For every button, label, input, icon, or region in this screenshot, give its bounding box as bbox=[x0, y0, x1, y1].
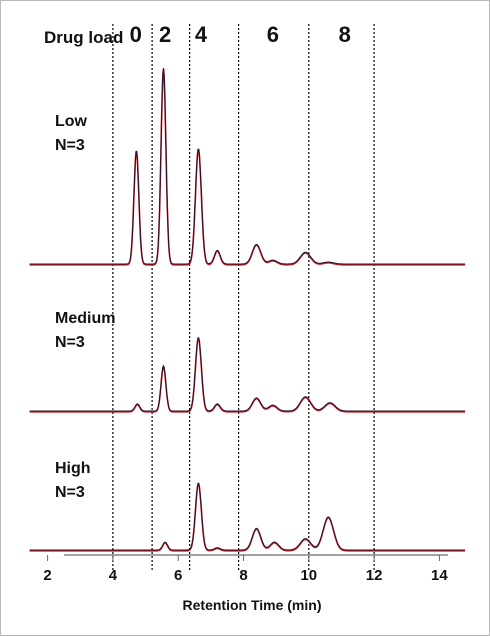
x-tick-label-4: 4 bbox=[109, 567, 118, 584]
x-tick-label-14: 14 bbox=[431, 567, 448, 584]
x-tick-label-12: 12 bbox=[366, 567, 383, 584]
x-axis: 2 4 6 8 10 12 14 bbox=[43, 554, 448, 584]
trace-dark-high bbox=[29, 482, 466, 551]
x-axis-title: Retention Time (min) bbox=[183, 597, 322, 613]
drug-load-boundaries bbox=[112, 24, 375, 570]
x-tick-label-6: 6 bbox=[174, 567, 182, 584]
drug-load-value-4: 4 bbox=[195, 22, 208, 47]
panel-label-low: Low bbox=[55, 113, 88, 130]
x-tick-label-10: 10 bbox=[300, 567, 317, 584]
panel-n-medium: N=3 bbox=[55, 334, 85, 351]
panel-n-low: N=3 bbox=[55, 137, 85, 154]
trace-red-high bbox=[29, 483, 466, 552]
x-tick-label-8: 8 bbox=[239, 567, 247, 584]
drug-load-value-2: 2 bbox=[159, 22, 171, 47]
chromatogram-traces bbox=[29, 67, 466, 552]
panel-n-high: N=3 bbox=[55, 484, 85, 501]
trace-dark-low bbox=[29, 67, 466, 265]
panel-label-medium: Medium bbox=[55, 310, 115, 327]
drug-load-label: Drug load bbox=[44, 28, 123, 47]
x-tick-label-2: 2 bbox=[43, 567, 51, 584]
drug-load-value-8: 8 bbox=[339, 22, 351, 47]
panel-label-high: High bbox=[55, 460, 91, 477]
panel-labels: Low N=3 Medium N=3 High N=3 bbox=[55, 113, 115, 501]
drug-load-value-0: 0 bbox=[130, 22, 142, 47]
trace-red-medium bbox=[29, 337, 466, 413]
trace-dark-medium bbox=[29, 337, 466, 412]
trace-red-low bbox=[29, 68, 466, 266]
drug-load-value-6: 6 bbox=[267, 22, 279, 47]
